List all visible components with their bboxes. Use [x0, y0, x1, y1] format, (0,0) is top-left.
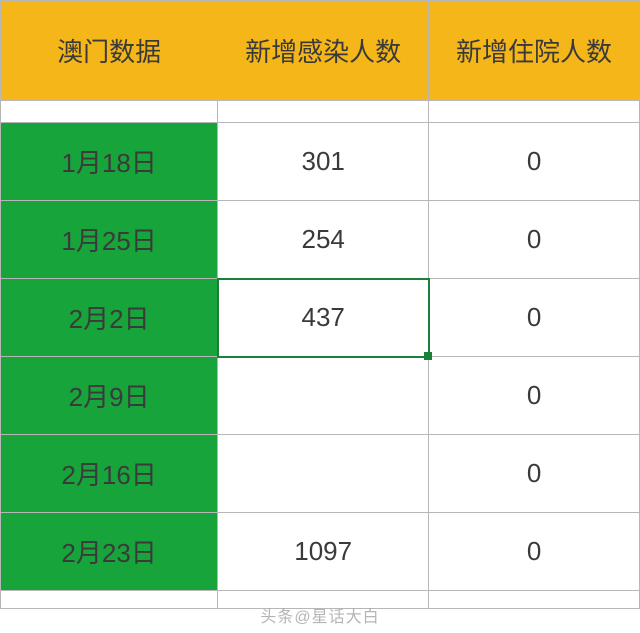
col-header-hospital[interactable]: 新增住院人数 — [429, 1, 640, 101]
table-row: 1月18日 301 0 — [1, 123, 640, 201]
table-row: 2月9日 0 — [1, 357, 640, 435]
trailing-row — [1, 591, 640, 609]
cell-hospital[interactable]: 0 — [429, 513, 640, 591]
cell-infections[interactable]: 1097 — [218, 513, 429, 591]
col-header-region[interactable]: 澳门数据 — [1, 1, 218, 101]
cell-infections[interactable]: 254 — [218, 201, 429, 279]
table-row: 2月2日 437 0 — [1, 279, 640, 357]
cell-hospital[interactable]: 0 — [429, 435, 640, 513]
spacer-row — [1, 101, 640, 123]
data-table-container: 澳门数据 新增感染人数 新增住院人数 1月18日 301 0 1月25日 — [0, 0, 640, 609]
cell-hospital[interactable]: 0 — [429, 279, 640, 357]
cell-date[interactable]: 2月9日 — [1, 357, 218, 435]
empty-cell[interactable] — [429, 591, 640, 609]
cell-hospital[interactable]: 0 — [429, 201, 640, 279]
cell-infections[interactable]: 301 — [218, 123, 429, 201]
cell-date[interactable]: 1月18日 — [1, 123, 218, 201]
cell-infections[interactable] — [218, 435, 429, 513]
table-header-row: 澳门数据 新增感染人数 新增住院人数 — [1, 1, 640, 101]
cell-date[interactable]: 2月23日 — [1, 513, 218, 591]
spacer-cell[interactable] — [1, 101, 218, 123]
table-row: 1月25日 254 0 — [1, 201, 640, 279]
cell-date[interactable]: 2月2日 — [1, 279, 218, 357]
empty-cell[interactable] — [1, 591, 218, 609]
cell-infections[interactable] — [218, 357, 429, 435]
empty-cell[interactable] — [218, 591, 429, 609]
data-table: 澳门数据 新增感染人数 新增住院人数 1月18日 301 0 1月25日 — [0, 0, 640, 609]
spacer-cell[interactable] — [218, 101, 429, 123]
table-row: 2月23日 1097 0 — [1, 513, 640, 591]
table-row: 2月16日 0 — [1, 435, 640, 513]
col-header-infections[interactable]: 新增感染人数 — [218, 1, 429, 101]
cell-hospital[interactable]: 0 — [429, 357, 640, 435]
cell-date[interactable]: 2月16日 — [1, 435, 218, 513]
spacer-cell[interactable] — [429, 101, 640, 123]
cell-hospital[interactable]: 0 — [429, 123, 640, 201]
cell-date[interactable]: 1月25日 — [1, 201, 218, 279]
cell-infections-selected[interactable]: 437 — [218, 279, 429, 357]
